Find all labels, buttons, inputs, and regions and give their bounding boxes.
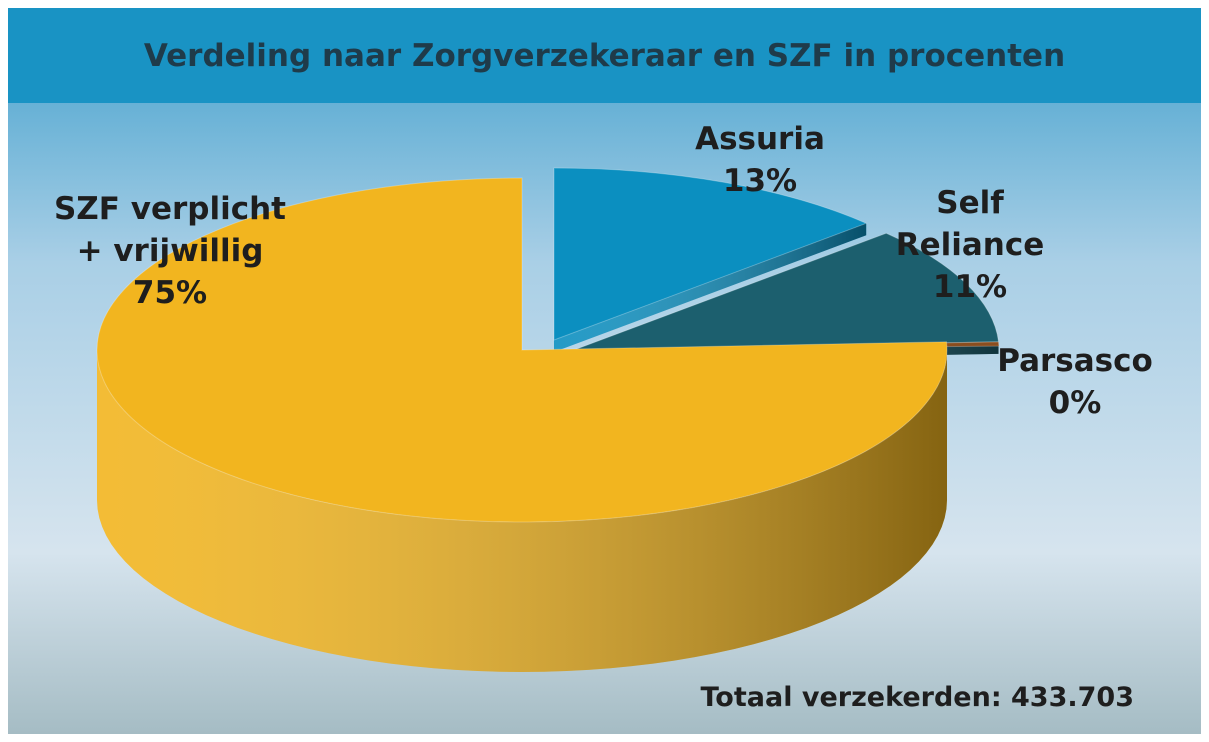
annotation: Totaal verzekerden: 433.703 bbox=[700, 682, 1134, 713]
pie bbox=[96, 167, 1000, 672]
value-label: 75% bbox=[132, 275, 208, 311]
data-label: SZF verplicht + vrijwillig 75% bbox=[40, 188, 300, 314]
value-label: 0% bbox=[1048, 385, 1102, 421]
slice bbox=[553, 167, 868, 341]
data-label: Parsasco 0% bbox=[980, 340, 1170, 424]
category-label: Self Reliance bbox=[895, 185, 1045, 263]
category-label: Parsasco bbox=[997, 343, 1153, 379]
title-bar bbox=[8, 8, 1201, 103]
chart-title: Verdeling naar Zorgverzekeraar en SZF in… bbox=[143, 38, 1066, 74]
category-label: SZF verplicht + vrijwillig bbox=[53, 191, 286, 269]
category-label: Assuria bbox=[695, 121, 825, 157]
slice-side-shade bbox=[554, 223, 867, 352]
slice bbox=[573, 232, 1000, 351]
data-label: Assuria 13% bbox=[640, 118, 880, 202]
data-label: Self Reliance 11% bbox=[860, 182, 1080, 308]
value-label: 11% bbox=[932, 269, 1008, 305]
value-label: 13% bbox=[722, 163, 798, 199]
slice-side-shade bbox=[97, 350, 947, 672]
slice bbox=[96, 177, 948, 523]
